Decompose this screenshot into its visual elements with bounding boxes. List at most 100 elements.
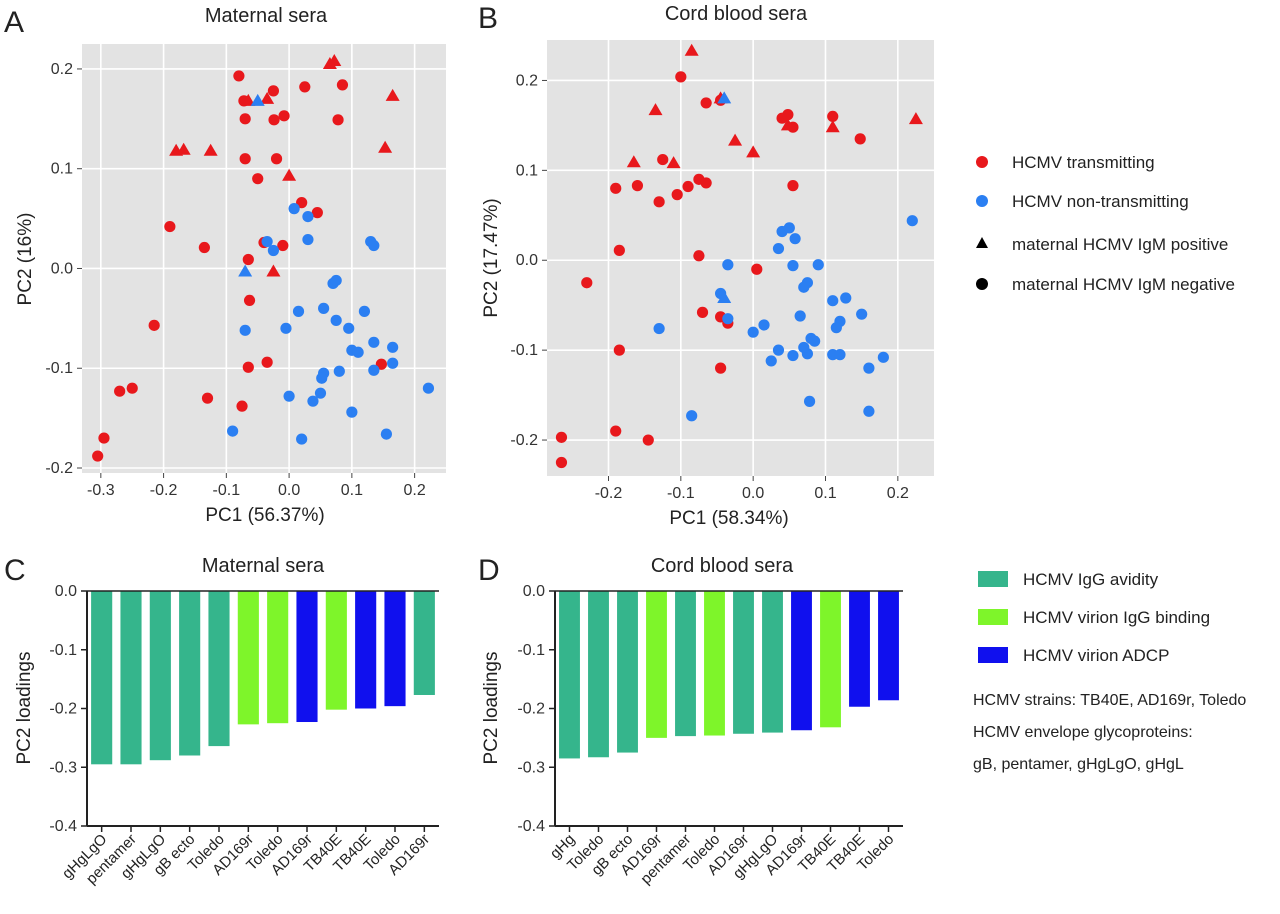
x-tick-label: 0.0 (278, 482, 300, 499)
data-point-circle (782, 109, 794, 121)
data-point-circle (316, 372, 328, 384)
chart-b-title: Cord blood sera (665, 3, 808, 25)
y-tick-label: -0.3 (517, 759, 545, 776)
chart-d-ylabel: PC2 loadings (481, 651, 502, 764)
y-tick-label: -0.2 (517, 701, 545, 718)
x-tick-label: 0.1 (341, 482, 363, 499)
data-point-circle (268, 114, 280, 126)
data-point-circle (164, 220, 176, 233)
data-point-triangle (241, 93, 256, 106)
data-point-circle (261, 235, 273, 248)
y-tick-label: -0.2 (45, 460, 73, 477)
data-point-circle (233, 70, 245, 82)
data-point-circle (783, 222, 795, 234)
data-point-circle (280, 322, 292, 334)
data-point-circle (198, 241, 210, 254)
legend-marker-igm-positive (976, 237, 988, 248)
bar (646, 591, 667, 738)
legend-label-avidity: HCMV IgG avidity (1023, 570, 1159, 589)
bar (355, 591, 377, 709)
data-point-circle (671, 189, 683, 201)
data-point-circle (314, 387, 327, 399)
data-point-circle (827, 295, 839, 307)
y-tick-label: 0.0 (55, 583, 77, 600)
data-point-circle (368, 364, 380, 376)
y-tick-label: -0.2 (510, 432, 538, 449)
data-point-circle (236, 400, 248, 412)
data-point-circle (296, 433, 308, 445)
legend-label-igm-negative: maternal HCMV IgM negative (1012, 275, 1235, 294)
legend-scatter: HCMV transmitting HCMV non-transmitting … (976, 153, 1235, 294)
legend-marker-non-transmitting (976, 195, 988, 207)
data-point-circle (239, 324, 251, 336)
bar (588, 591, 609, 758)
data-point-circle (336, 79, 349, 91)
data-point-circle (346, 406, 358, 418)
data-point-circle (854, 133, 866, 145)
data-point-circle (261, 356, 273, 368)
y-tick-label: -0.1 (517, 642, 545, 659)
data-point-triangle (203, 143, 218, 156)
legend-swatch-avidity (978, 571, 1008, 587)
data-point-circle (686, 410, 698, 422)
data-point-circle (387, 357, 399, 369)
y-tick-label: -0.1 (49, 642, 77, 659)
data-point-circle (830, 322, 842, 334)
data-point-circle (330, 274, 342, 287)
data-point-triangle (728, 133, 743, 146)
data-point-triangle (908, 112, 923, 125)
y-tick-label: 0.1 (51, 161, 73, 178)
data-point-circle (682, 180, 694, 193)
panel-letter-c: C (4, 554, 26, 587)
bar (149, 591, 171, 761)
bar (820, 591, 841, 728)
panel-letter-d: D (478, 554, 500, 587)
note-glycoproteins: HCMV envelope glycoproteins: (973, 724, 1193, 741)
data-point-circle (368, 239, 380, 252)
y-tick-label: 0.0 (523, 583, 545, 600)
data-point-circle (296, 197, 308, 209)
data-point-circle (809, 335, 821, 347)
chart-b-ylabel: PC2 (17.47%) (481, 198, 502, 317)
data-point-circle (92, 450, 104, 462)
data-point-circle (803, 395, 816, 407)
y-tick-label: -0.1 (510, 342, 538, 359)
data-point-circle (827, 110, 839, 123)
data-point-circle (798, 281, 810, 293)
y-tick-label: 0.0 (516, 252, 538, 269)
bar (733, 591, 754, 734)
data-point-circle (277, 239, 289, 252)
note-strains: HCMV strains: TB40E, AD169r, Toledo (973, 692, 1246, 709)
data-point-circle (765, 355, 777, 367)
bar (762, 591, 783, 733)
legend-swatch-binding (978, 609, 1008, 625)
data-point-circle (696, 306, 709, 318)
x-tick-label: -0.1 (667, 485, 695, 502)
data-point-circle (114, 385, 126, 397)
data-point-circle (840, 292, 852, 304)
data-point-circle (299, 81, 311, 93)
legend-marker-igm-negative (976, 278, 988, 290)
bar (413, 591, 435, 695)
data-point-circle (126, 382, 138, 394)
data-point-circle (307, 395, 319, 407)
bar (120, 591, 142, 765)
data-point-triangle (250, 93, 265, 106)
data-point-triangle (746, 145, 761, 158)
scatter-chart-maternal: -0.3 -0.2 -0.1 0.0 0.1 0.2 -0.2 -0.1 0.0 0.1 0.2 (45, 44, 446, 499)
data-point-circle (358, 305, 371, 317)
data-point-circle (302, 210, 314, 223)
bar (237, 591, 259, 725)
data-point-triangle (176, 142, 191, 155)
data-point-circle (877, 351, 889, 363)
data-point-circle (98, 432, 110, 444)
panel-letter-b: B (478, 2, 498, 35)
data-point-circle (657, 153, 669, 166)
data-point-circle (863, 362, 875, 374)
data-point-circle (613, 244, 625, 256)
bar (208, 591, 230, 747)
data-point-circle (653, 322, 665, 335)
x-tick-label: -0.3 (87, 482, 115, 499)
